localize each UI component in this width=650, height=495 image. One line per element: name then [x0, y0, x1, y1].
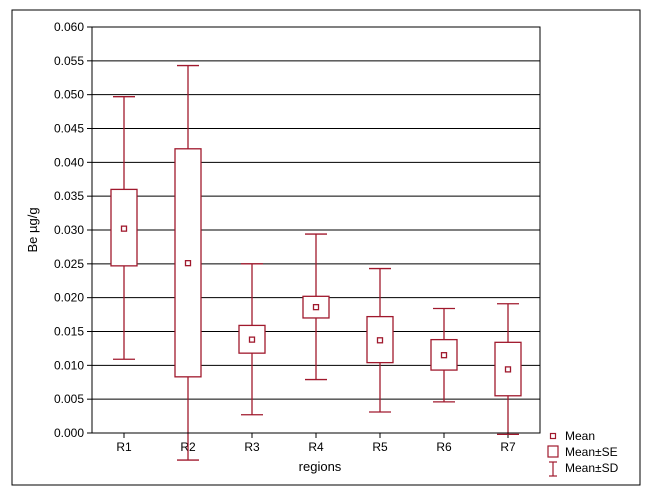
legend-mean-icon [549, 432, 557, 440]
y-tick-label: 0.025 [54, 257, 84, 271]
y-tick-label: 0.005 [54, 392, 84, 406]
y-tick-label: 0.035 [54, 189, 84, 203]
y-tick-label: 0.040 [54, 155, 84, 169]
mean-point [312, 303, 320, 311]
x-tick-label: R7 [500, 440, 516, 454]
x-tick-label: R3 [244, 440, 260, 454]
y-tick-label: 0.060 [54, 20, 84, 34]
x-axis-label: regions [299, 459, 342, 474]
x-tick-label: R6 [436, 440, 452, 454]
x-tick-label: R5 [372, 440, 388, 454]
legend-sd-icon [549, 461, 557, 477]
outer-frame [11, 9, 641, 486]
x-axis-ticks: R1 R2 R3 R4 R5 R6 R7 [116, 433, 516, 454]
box-R2 [174, 64, 202, 461]
box-R4 [302, 233, 330, 381]
mean-point [120, 225, 128, 232]
box-R6 [430, 307, 458, 403]
y-tick-label: 0.010 [54, 358, 84, 372]
y-tick-label: 0.015 [54, 325, 84, 339]
legend-label-se: Mean±SE [565, 445, 618, 459]
legend-label-sd: Mean±SD [565, 461, 619, 475]
y-tick-label: 0.045 [54, 122, 84, 136]
mean-point [504, 366, 512, 373]
legend-label-mean: Mean [565, 429, 595, 443]
box-R1 [110, 96, 138, 360]
y-axis-label: Be µg/g [25, 207, 40, 252]
y-tick-label: 0.055 [54, 54, 84, 68]
y-tick-label: 0.050 [54, 88, 84, 102]
mean-point [184, 260, 192, 267]
mean-point [248, 336, 256, 343]
x-tick-label: R1 [116, 440, 132, 454]
y-tick-label: 0.030 [54, 223, 84, 237]
mean-point [376, 337, 384, 344]
plot-marks [110, 64, 522, 461]
x-tick-label: R4 [308, 440, 324, 454]
box-R5 [366, 267, 394, 413]
legend-se-icon [547, 445, 559, 458]
y-axis-ticks: 0.000 0.005 0.010 0.015 0.020 0.025 0.030 0.035… [54, 20, 92, 440]
box-R3 [238, 263, 266, 416]
box-R7 [494, 303, 522, 436]
mean-point [440, 352, 448, 359]
legend: Mean Mean±SE Mean±SD [547, 429, 619, 477]
y-tick-label: 0.020 [54, 291, 84, 305]
plot-frame [91, 26, 541, 434]
y-tick-label: 0.000 [54, 426, 84, 440]
